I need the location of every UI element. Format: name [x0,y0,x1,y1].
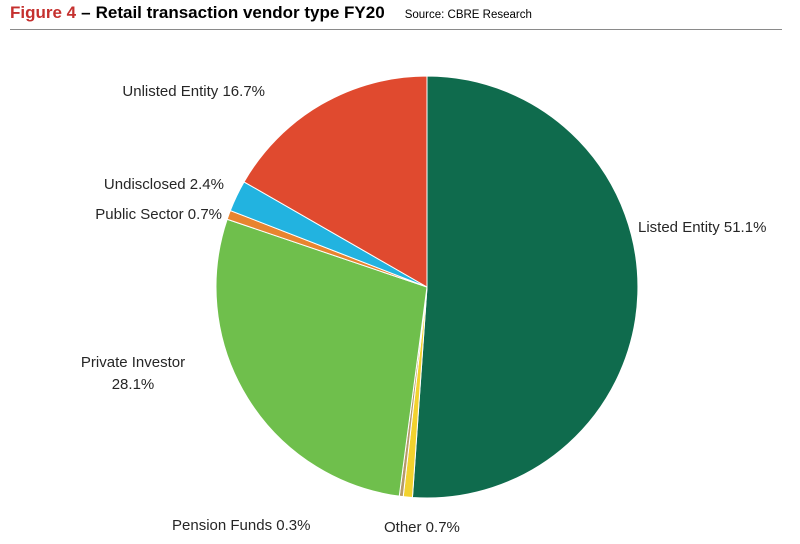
slice-label-private-investor-name: Private Investor [81,354,185,371]
slice-label-pension-funds: Pension Funds 0.3% [172,517,310,534]
slice-label-undisclosed: Undisclosed 2.4% [104,176,224,193]
title-dash: – [81,3,91,22]
slice-label-private-investor-value: 28.1% [112,376,155,393]
figure-title: Retail transaction vendor type FY20 [95,3,385,22]
header-rule [10,29,782,30]
pie-slices [215,75,639,499]
pie-slice-unlisted-entity [243,75,428,288]
pie-slice-private-investor [215,218,428,497]
slice-label-other: Other 0.7% [384,519,460,536]
slice-label-listed-entity: Listed Entity 51.1% [638,219,766,236]
figure-number: Figure 4 [10,3,77,22]
figure-header: Figure 4 – Retail transaction vendor typ… [10,0,780,24]
pie-slice-listed-entity [411,75,639,499]
slice-label-public-sector: Public Sector 0.7% [95,206,222,223]
slice-label-unlisted-entity: Unlisted Entity 16.7% [122,83,265,100]
figure-source: Source: CBRE Research [404,9,532,21]
